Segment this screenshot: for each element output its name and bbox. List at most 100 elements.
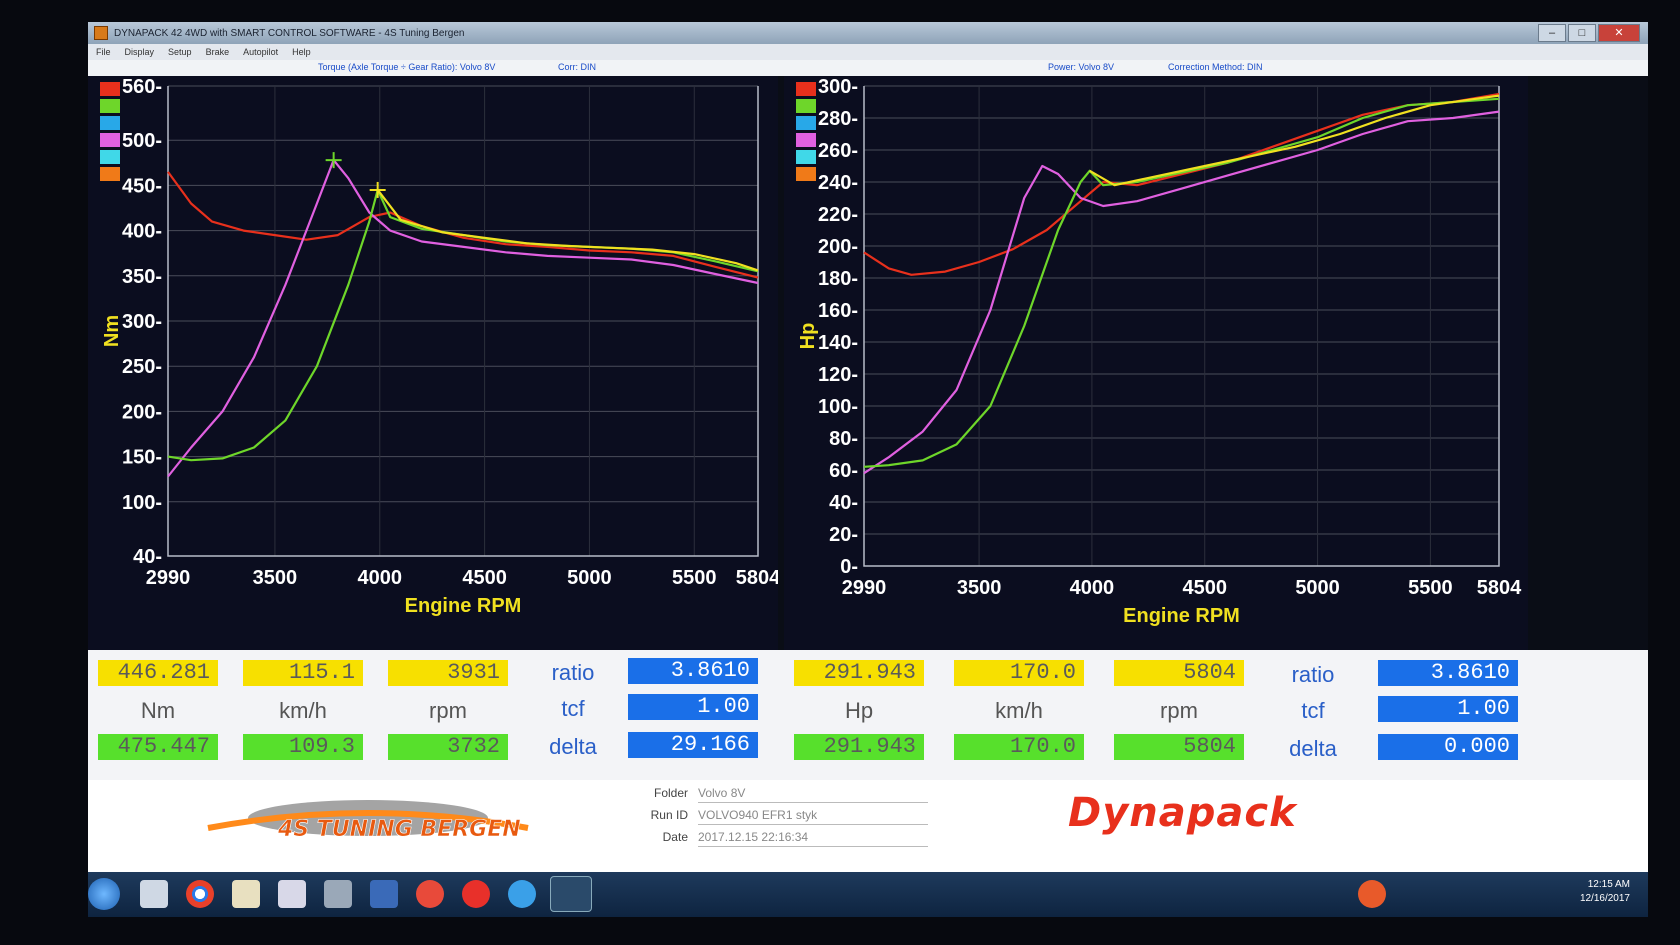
- y-tick-label: 120-: [818, 364, 858, 386]
- maximize-button[interactable]: □: [1568, 24, 1596, 42]
- unit-label-hp: Hp: [844, 698, 874, 723]
- shield-icon[interactable]: [462, 880, 490, 908]
- menu-brake[interactable]: Brake: [205, 47, 230, 57]
- peak-marker: [325, 152, 342, 169]
- app-icon-red[interactable]: [416, 880, 444, 908]
- delta-value-right: 0.000: [1378, 734, 1518, 760]
- chrome-icon[interactable]: [186, 880, 214, 908]
- legend-swatch: [796, 82, 816, 96]
- series-line: [863, 92, 1500, 276]
- speed-peak-value: 109.3: [243, 734, 363, 760]
- y-tick-label: 140-: [818, 332, 858, 354]
- axis-frame: [863, 86, 1500, 567]
- power-correction: Correction Method: DIN: [1168, 62, 1263, 72]
- menu-setup[interactable]: Setup: [168, 47, 192, 57]
- title-bar: DYNAPACK 42 4WD with SMART CONTROL SOFTW…: [88, 22, 1648, 44]
- delta-value: 29.166: [628, 732, 758, 758]
- x-axis-label: Engine RPM: [405, 595, 522, 617]
- x-tick-label: 5000: [567, 567, 612, 589]
- y-tick-label: 560-: [122, 76, 162, 98]
- x-tick-label: 4000: [1070, 577, 1115, 599]
- ratio-value-right: 3.8610: [1378, 660, 1518, 686]
- power-chart-svg: 0- 20- 40- 60- 80- 100- 120- 140- 160- 180- 200- 22…: [796, 76, 1522, 627]
- chart-header-bar: Torque (Axle Torque ÷ Gear Ratio): Volvo…: [88, 60, 1648, 76]
- y-tick-label: 500-: [122, 130, 162, 152]
- delta-label-right: delta: [1289, 736, 1337, 761]
- series-line: [167, 171, 759, 279]
- delta-label: delta: [549, 734, 597, 759]
- taskbar: 12:15 AM 12/16/2017: [88, 872, 1648, 917]
- legend-swatch: [100, 99, 120, 113]
- menu-bar: File Display Setup Brake Autopilot Help: [88, 44, 1648, 60]
- footer-panel: 4S TUNING BERGEN Folder Volvo 8V Run ID …: [88, 780, 1648, 872]
- unit-label-nm: Nm: [140, 698, 176, 723]
- folder-icon[interactable]: [232, 880, 260, 908]
- clock-time: 12:15 AM: [1587, 879, 1630, 890]
- x-tick-label: 5000: [1295, 577, 1340, 599]
- x-tick-label: 2990: [842, 577, 887, 599]
- y-axis-label: Nm: [101, 315, 123, 347]
- y-tick-label: 0-: [840, 556, 858, 578]
- rpm-current-value-right: 5804: [1114, 660, 1244, 686]
- tray-app-icon[interactable]: [1358, 880, 1386, 908]
- y-tick-label: 400-: [122, 221, 162, 243]
- notepad-icon[interactable]: [324, 880, 352, 908]
- folder-field[interactable]: Volvo 8V: [698, 786, 928, 803]
- y-tick-label: 300-: [818, 76, 858, 98]
- torque-chart-title: Torque (Axle Torque ÷ Gear Ratio): Volvo…: [318, 62, 496, 72]
- run-id-field[interactable]: VOLVO940 EFR1 styk: [698, 808, 928, 825]
- ratio-value: 3.8610: [628, 658, 758, 684]
- ratio-label-right: ratio: [1291, 662, 1335, 687]
- minimize-button[interactable]: –: [1538, 24, 1566, 42]
- speed-current-value: 115.1: [243, 660, 363, 686]
- torque-chart-svg: 40- 100- 150- 200- 250- 300- 350- 400- 450- 500- 5…: [100, 76, 778, 617]
- y-tick-label: 40-: [133, 546, 162, 568]
- app-icon: [94, 26, 108, 40]
- y-tick-label: 20-: [829, 524, 858, 546]
- legend-swatch: [796, 150, 816, 164]
- power-peak-value: 291.943: [794, 734, 924, 760]
- legend-swatch: [796, 116, 816, 130]
- menu-autopilot[interactable]: Autopilot: [243, 47, 279, 57]
- series-line: [376, 189, 759, 272]
- unit-label-kmh-right: km/h: [995, 698, 1043, 723]
- date-field[interactable]: 2017.12.15 22:16:34: [698, 830, 928, 847]
- x-tick-label: 5500: [1408, 577, 1453, 599]
- torque-correction: Corr: DIN: [558, 62, 596, 72]
- axis-frame: [167, 86, 759, 557]
- dynapack-taskbar-icon[interactable]: [550, 876, 592, 912]
- legend-swatch: [100, 150, 120, 164]
- network-icon[interactable]: [370, 880, 398, 908]
- monitor-screen: DYNAPACK 42 4WD with SMART CONTROL SOFTW…: [88, 22, 1648, 917]
- series-line: [863, 110, 1500, 475]
- tuning-logo-text: 4S TUNING BERGEN: [277, 817, 521, 842]
- system-clock[interactable]: 12:15 AM 12/16/2017: [1580, 878, 1630, 906]
- x-tick-label: 5804: [736, 567, 778, 589]
- x-tick-label: 5804: [1477, 577, 1522, 599]
- y-tick-label: 350-: [122, 266, 162, 288]
- ie-icon[interactable]: [508, 880, 536, 908]
- series-line: [863, 97, 1500, 468]
- power-current-value: 291.943: [794, 660, 924, 686]
- start-orb-icon[interactable]: [88, 878, 120, 910]
- file-icon[interactable]: [140, 880, 168, 908]
- series-line: [1089, 94, 1500, 187]
- y-tick-label: 150-: [122, 447, 162, 469]
- torque-peak-value: 475.447: [98, 734, 218, 760]
- y-axis-label: Hp: [797, 323, 819, 350]
- unit-label-kmh: km/h: [279, 698, 327, 723]
- speed-current-value-right: 170.0: [954, 660, 1084, 686]
- legend-swatch: [100, 116, 120, 130]
- legend-swatch: [100, 82, 120, 96]
- legend-swatch: [796, 167, 816, 181]
- y-tick-label: 160-: [818, 300, 858, 322]
- clock-date: 12/16/2017: [1579, 893, 1630, 904]
- y-tick-label: 450-: [122, 175, 162, 197]
- close-button[interactable]: ✕: [1598, 24, 1640, 42]
- menu-file[interactable]: File: [96, 47, 111, 57]
- media-icon[interactable]: [278, 880, 306, 908]
- x-tick-label: 2990: [146, 567, 191, 589]
- menu-display[interactable]: Display: [124, 47, 155, 57]
- power-chart: 0- 20- 40- 60- 80- 100- 120- 140- 160- 180- 200- 22…: [784, 76, 1528, 650]
- menu-help[interactable]: Help: [292, 47, 311, 57]
